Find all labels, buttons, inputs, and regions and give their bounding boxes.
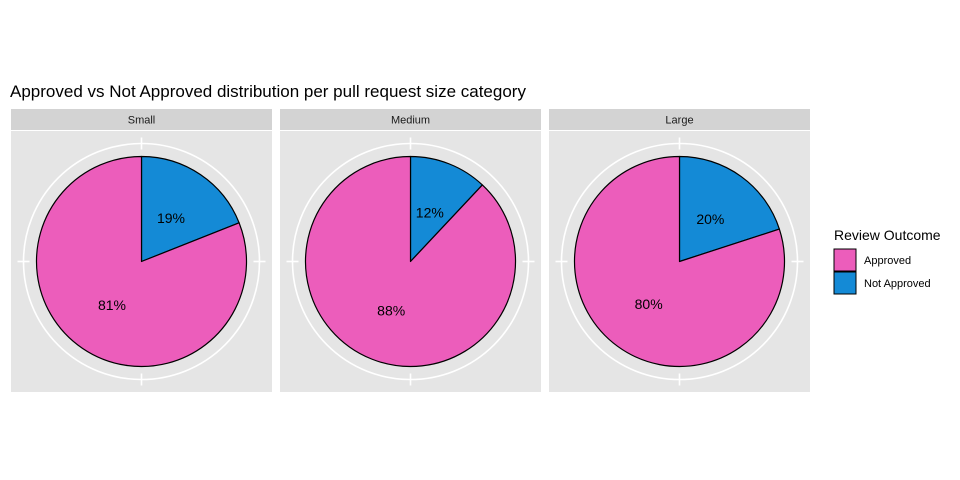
pie-slice-large-approved xyxy=(573,155,786,368)
legend-label-not-approved: Not Approved xyxy=(864,278,931,290)
pie-slice-small-approved xyxy=(35,155,248,368)
legend-title: Review Outcome xyxy=(834,227,941,243)
facet-large: Large 20% 80% xyxy=(549,109,810,392)
facet-small: Small 19% 81% xyxy=(11,109,272,392)
pie-slice-medium-approved xyxy=(304,155,517,368)
facet-strip-medium xyxy=(280,109,541,130)
facet-strip-small xyxy=(11,109,272,130)
legend-label-approved: Approved xyxy=(864,255,911,267)
slice-label-large-not-approved: 20% xyxy=(696,211,724,227)
legend-swatch-not-approved xyxy=(833,271,857,295)
slice-label-medium-not-approved: 12% xyxy=(416,205,444,221)
pie-slice-small-not-approved xyxy=(140,155,240,263)
facet-panels: Small 19% 81% Medium 12% 88% Large 20% 80% xyxy=(11,109,810,392)
slice-label-small-not-approved: 19% xyxy=(157,210,185,226)
chart-title: Approved vs Not Approved distribution pe… xyxy=(10,82,526,101)
pie-slice-medium-not-approved xyxy=(409,155,483,263)
facet-strip-large xyxy=(549,109,810,130)
facet-medium: Medium 12% 88% xyxy=(280,109,541,392)
slice-label-medium-approved: 88% xyxy=(377,302,405,318)
facet-strip-label-large: Large xyxy=(665,115,693,127)
pie-slice-large-not-approved xyxy=(678,155,780,263)
facet-strip-label-small: Small xyxy=(128,115,156,127)
facet-strip-label-medium: Medium xyxy=(391,115,430,127)
legend: Review Outcome Approved Not Approved xyxy=(833,227,941,295)
legend-swatch-approved xyxy=(833,248,857,272)
slice-label-small-approved: 81% xyxy=(98,297,126,313)
slice-label-large-approved: 80% xyxy=(635,296,663,312)
